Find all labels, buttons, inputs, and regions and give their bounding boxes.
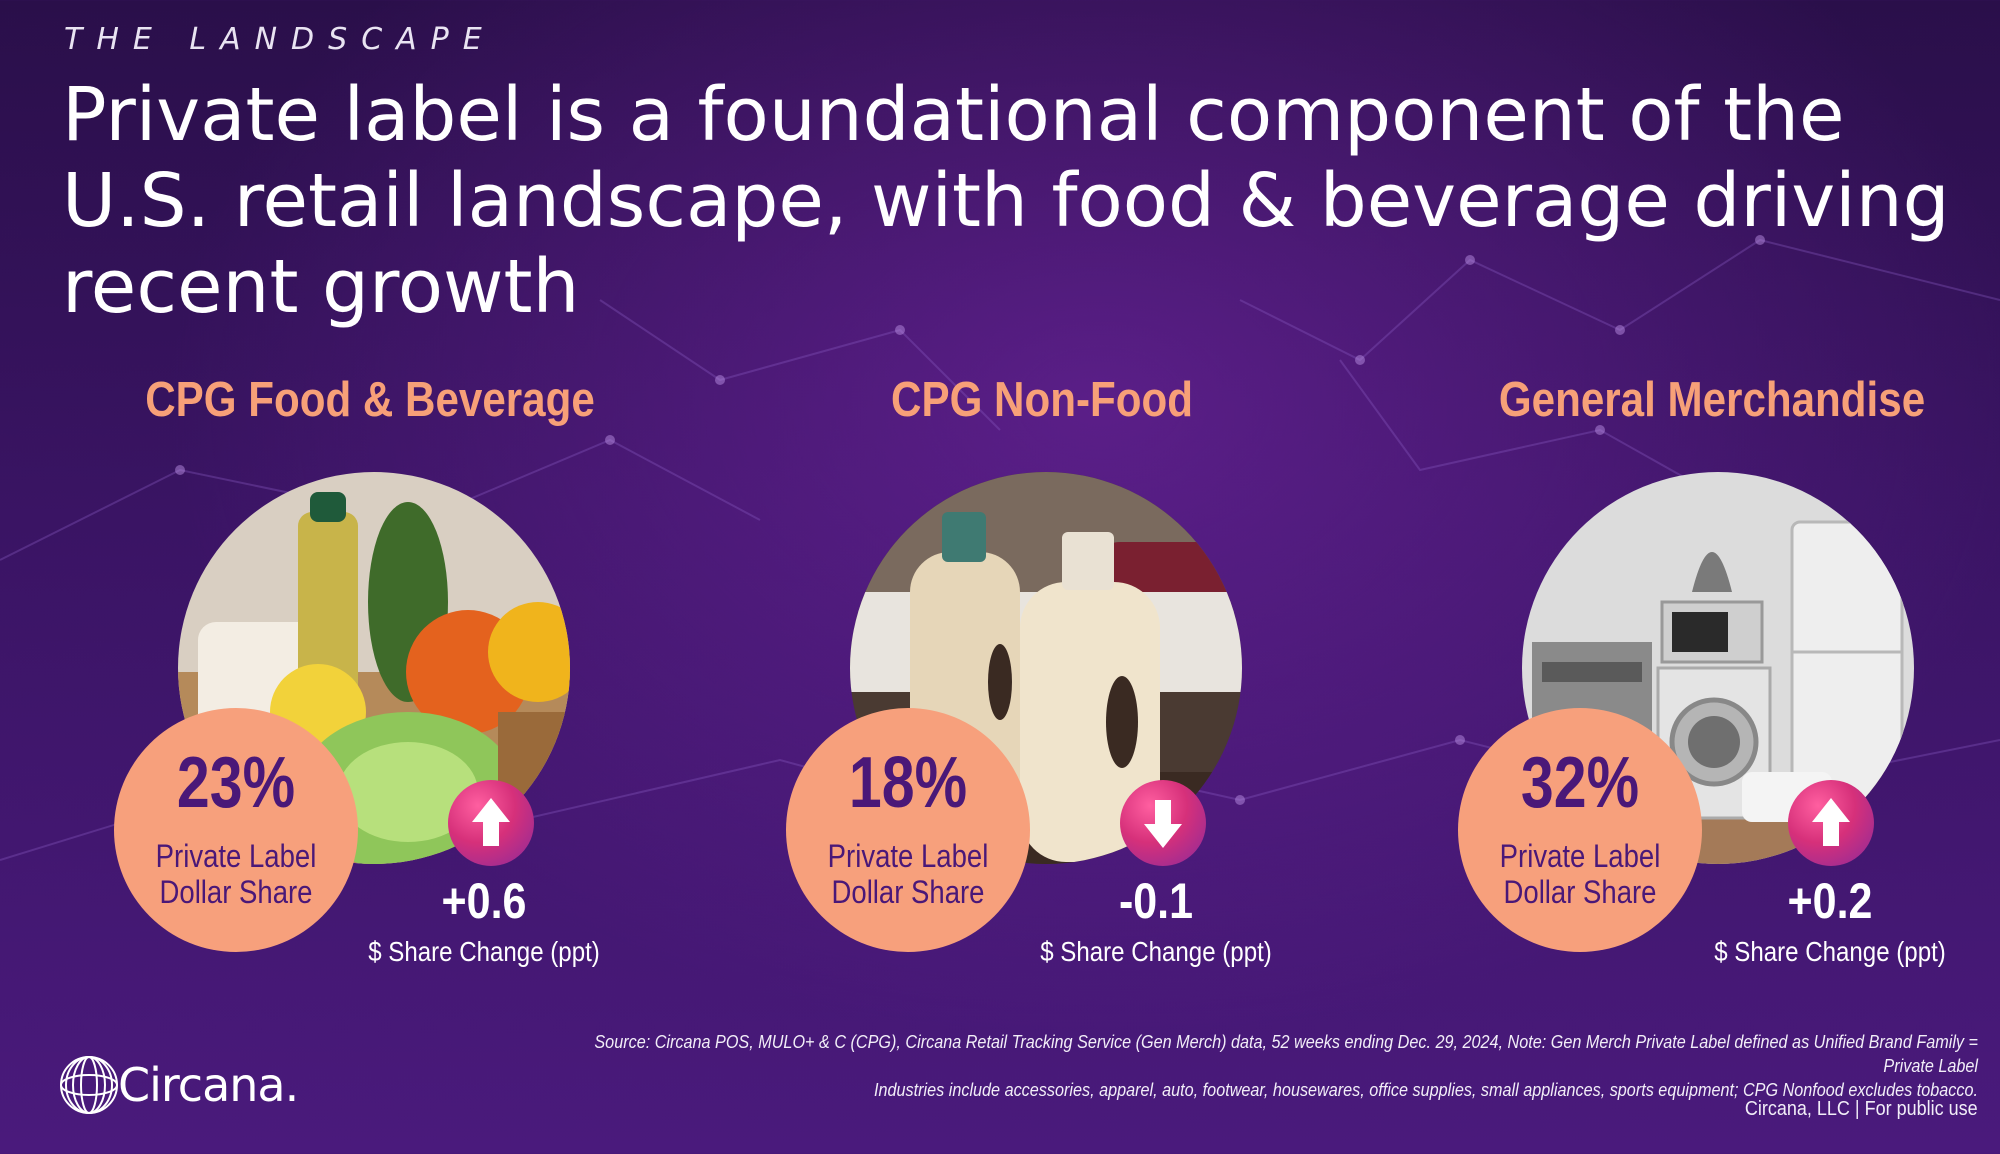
- share-change-label: $ Share Change (ppt): [368, 936, 600, 967]
- share-label-line2: Dollar Share: [1503, 874, 1657, 910]
- share-value: 32%: [1520, 743, 1640, 823]
- share-label-line2: Dollar Share: [831, 874, 985, 910]
- share-change-value: +0.6: [441, 873, 527, 929]
- arrow-up-icon: [1788, 780, 1874, 866]
- share-change-label: $ Share Change (ppt): [1040, 936, 1272, 967]
- section-title: General Merchandise: [1498, 373, 1926, 427]
- source-line-1: Source: Circana POS, MULO+ & C (CPG), Ci…: [594, 1032, 1978, 1076]
- share-change-value: -0.1: [1118, 873, 1194, 929]
- arrow-up-icon: [448, 780, 534, 866]
- section-title: CPG Food & Beverage: [145, 373, 595, 427]
- share-label: Private Label Dollar Share: [803, 838, 1013, 910]
- arrow-down-icon: [1120, 780, 1206, 866]
- logo-text: Circana.: [118, 1058, 299, 1112]
- section-title: CPG Non-Food: [891, 373, 1193, 427]
- page-title: Private label is a foundational componen…: [62, 72, 1950, 330]
- eyebrow-label: THE LANDSCAPE: [64, 22, 496, 57]
- private-label-share-badge: 18% Private Label Dollar Share: [786, 708, 1030, 952]
- share-label-line1: Private Label: [1499, 838, 1661, 874]
- share-value: 23%: [176, 743, 296, 823]
- section-food-beverage: CPG Food & Beverage 23% Private Label Do…: [50, 372, 690, 992]
- share-label-line2: Dollar Share: [159, 874, 313, 910]
- share-label: Private Label Dollar Share: [1475, 838, 1685, 910]
- share-label-line1: Private Label: [827, 838, 989, 874]
- share-change-value: +0.2: [1787, 873, 1873, 929]
- source-note: Source: Circana POS, MULO+ & C (CPG), Ci…: [574, 1030, 1978, 1102]
- circana-logo: Circana.: [56, 1050, 299, 1120]
- share-label-line1: Private Label: [155, 838, 317, 874]
- source-line-2: Industries include accessories, apparel,…: [873, 1080, 1978, 1100]
- share-label: Private Label Dollar Share: [131, 838, 341, 910]
- circana-globe-icon: [60, 1056, 118, 1114]
- private-label-share-badge: 32% Private Label Dollar Share: [1458, 708, 1702, 952]
- share-change-label: $ Share Change (ppt): [1714, 936, 1946, 967]
- footer-legal: Circana, LLC | For public use: [1745, 1098, 1978, 1120]
- private-label-share-badge: 23% Private Label Dollar Share: [114, 708, 358, 952]
- share-value: 18%: [848, 743, 968, 823]
- section-non-food: CPG Non-Food 18% Private Label Dollar Sh…: [722, 372, 1362, 992]
- section-general-merchandise: General Merchandise 32% Private Label Do…: [1392, 372, 2000, 992]
